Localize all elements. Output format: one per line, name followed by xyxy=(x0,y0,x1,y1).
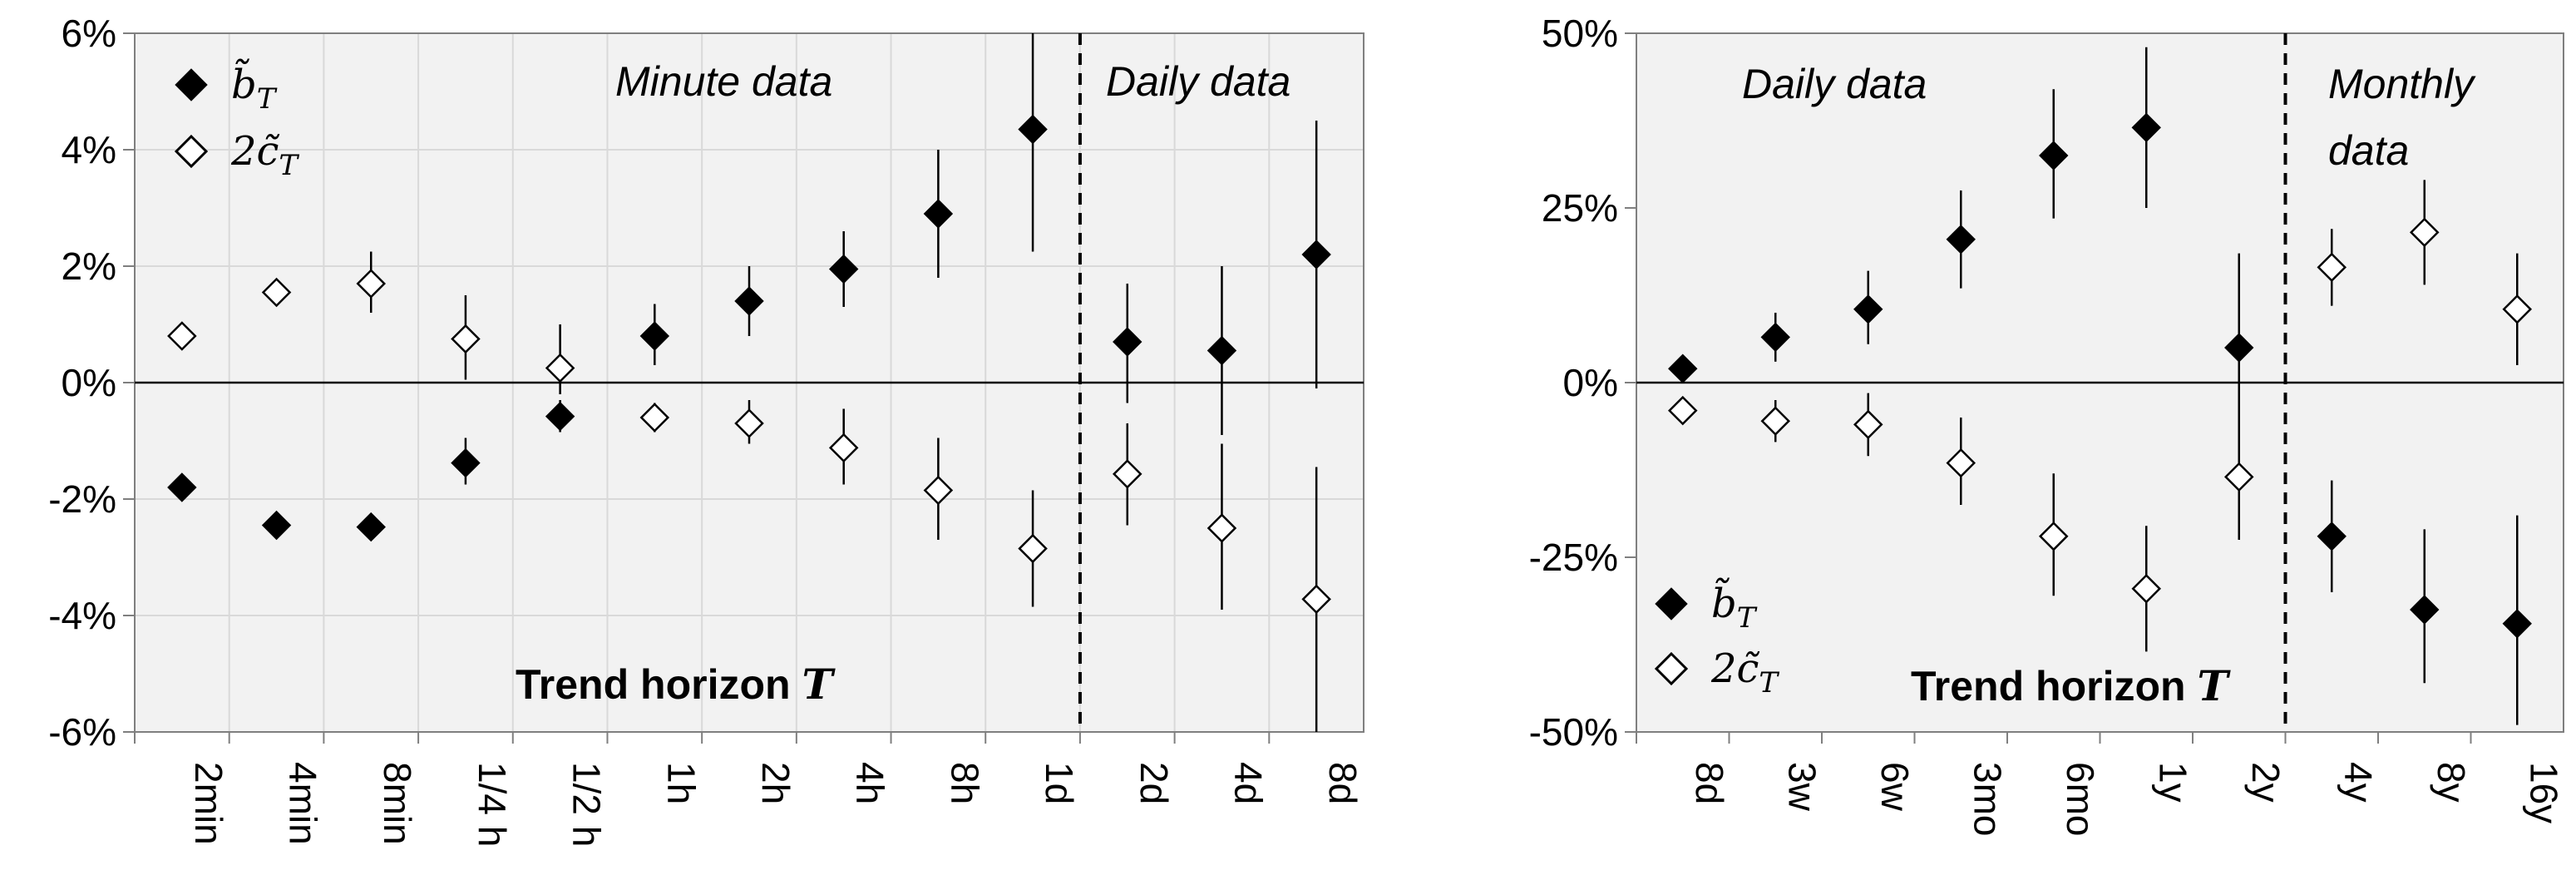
b-point xyxy=(1207,335,1237,366)
x-tick-label: 2y xyxy=(2244,762,2287,803)
legend-open-diamond-icon xyxy=(1654,651,1689,686)
y-tick-label: 25% xyxy=(1542,186,1618,230)
axis-title: Trend horizon T xyxy=(1911,661,2231,710)
b-point xyxy=(2039,141,2069,171)
x-tick-label: 6mo xyxy=(2059,762,2102,836)
b-point xyxy=(734,286,764,316)
b-point xyxy=(2502,609,2532,639)
b-point xyxy=(451,447,481,478)
x-tick-label: 1h xyxy=(659,762,703,804)
y-tick-label: -50% xyxy=(1529,710,1618,754)
c-point xyxy=(1301,584,1331,615)
y-tick-label: -2% xyxy=(48,477,116,521)
x-tick-label: 1y xyxy=(2151,762,2194,803)
y-tick-label: -4% xyxy=(48,594,116,637)
b-point xyxy=(167,472,197,502)
x-tick-label: 2d xyxy=(1133,762,1176,804)
b-point xyxy=(1946,225,1976,255)
c-point xyxy=(451,324,481,354)
c-point xyxy=(734,408,764,438)
legend-open-diamond-icon xyxy=(174,134,209,169)
b-point xyxy=(2410,595,2440,625)
y-tick-label: -25% xyxy=(1529,536,1618,579)
b-point xyxy=(545,401,575,432)
x-tick-label: 4d xyxy=(1226,762,1270,804)
c-point xyxy=(639,403,670,433)
c-point xyxy=(2409,217,2440,248)
c-point xyxy=(1760,406,1791,436)
x-tick-label: 1d xyxy=(1038,762,1081,804)
x-tick-label: 8d xyxy=(1321,762,1364,804)
legend-label-b: b̃T xyxy=(1711,577,1758,635)
x-tick-label: 8min xyxy=(376,762,419,845)
c-point xyxy=(1207,513,1237,543)
x-tick-label: 4h xyxy=(849,762,892,804)
c-point xyxy=(356,269,386,299)
c-point xyxy=(2038,522,2069,551)
c-point xyxy=(545,353,575,383)
b-point xyxy=(1113,327,1142,357)
c-point xyxy=(1113,459,1142,489)
x-tick-label: 8h xyxy=(943,762,986,804)
left-panel: -6% -4% -2% 0% 2% 4% 6% 2min 4min 8min 1/4 h 1/2 h 1… xyxy=(48,12,1364,847)
b-point xyxy=(356,512,386,542)
x-tick-label: 6w xyxy=(1873,762,1917,812)
x-tick-label: 1/2 h xyxy=(565,762,609,847)
y-tick-label: 0% xyxy=(62,361,116,404)
c-point xyxy=(1946,447,1976,478)
c-point xyxy=(2131,574,2162,604)
region-label: Monthly xyxy=(2328,61,2476,107)
x-tick-label: 2min xyxy=(187,762,230,845)
x-tick-label: 8y xyxy=(2430,762,2473,803)
axis-title: Trend horizon T xyxy=(516,660,836,709)
b-point xyxy=(1668,353,1698,383)
x-tick-label: 3w xyxy=(1780,762,1823,812)
b-point xyxy=(1018,114,1048,145)
region-label: data xyxy=(2328,127,2409,174)
b-point xyxy=(1760,322,1790,353)
region-label: Daily data xyxy=(1106,58,1290,105)
c-point xyxy=(2502,294,2533,324)
x-tick-label: 16y xyxy=(2522,762,2565,823)
y-tick-label: 0% xyxy=(1563,361,1618,404)
c-point xyxy=(167,321,197,351)
b-point xyxy=(1853,294,1883,324)
y-tick-label: 2% xyxy=(62,245,116,288)
x-tick-label: 1/4 h xyxy=(471,762,514,847)
x-tick-label: 4y xyxy=(2337,762,2380,803)
b-point xyxy=(828,254,859,284)
region-label: Daily data xyxy=(1742,61,1927,107)
c-point xyxy=(2223,462,2254,492)
x-tick-label: 8d xyxy=(1688,762,1731,804)
legend-filled-diamond-icon xyxy=(1655,587,1688,620)
x-tick-label: 3mo xyxy=(1966,762,2009,836)
x-tick-label: 4min xyxy=(282,762,325,845)
c-point xyxy=(1018,533,1048,564)
c-point xyxy=(1853,409,1883,440)
b-point xyxy=(2317,522,2347,551)
c-point xyxy=(2317,252,2347,283)
b-point xyxy=(2131,112,2161,143)
y-tick-label: 6% xyxy=(62,12,116,55)
region-label: Minute data xyxy=(615,58,832,105)
right-panel: -50% -25% 0% 25% 50% 8d 3w 6w 3mo 6mo 1y 2y 4y 8y 16y D… xyxy=(1529,12,2566,836)
c-point xyxy=(261,277,292,308)
y-tick-label: 50% xyxy=(1542,12,1618,55)
y-tick-label: -6% xyxy=(48,710,116,754)
c-point xyxy=(828,433,859,463)
b-point xyxy=(261,510,292,541)
x-tick-label: 2h xyxy=(754,762,797,804)
c-point xyxy=(923,475,954,506)
c-point xyxy=(1667,395,1698,426)
b-point xyxy=(923,199,954,229)
y-tick-label: 4% xyxy=(62,128,116,171)
b-point xyxy=(1301,240,1331,269)
legend-filled-diamond-icon xyxy=(175,68,208,101)
b-point xyxy=(639,321,670,351)
b-point xyxy=(2224,333,2254,363)
